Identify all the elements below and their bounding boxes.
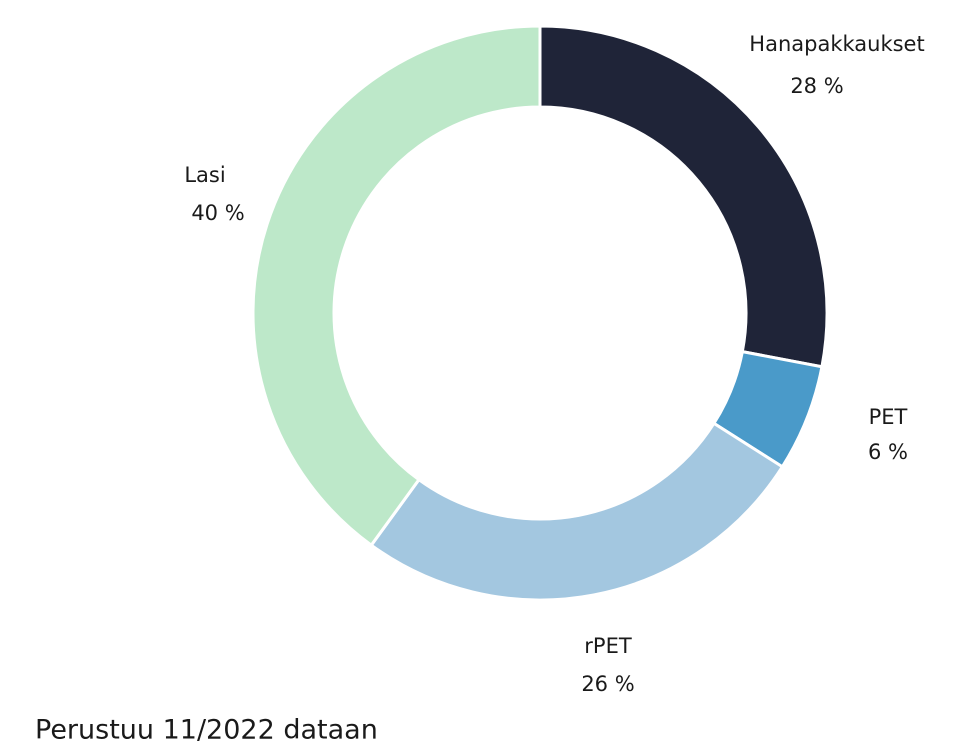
slice-label: rPET bbox=[584, 634, 632, 658]
donut-slice bbox=[251, 24, 542, 548]
slice-label: Lasi bbox=[184, 163, 225, 187]
donut-slice bbox=[538, 24, 829, 369]
value-label: 28 % bbox=[790, 74, 843, 98]
slice-label: Hanapakkaukset bbox=[749, 32, 924, 56]
value-label: 26 % bbox=[581, 672, 634, 696]
footnote: Perustuu 11/2022 dataan bbox=[35, 715, 378, 745]
value-label: 40 % bbox=[191, 201, 244, 225]
donut-slice bbox=[369, 421, 785, 602]
value-label: 6 % bbox=[868, 440, 908, 464]
slice-label: PET bbox=[869, 405, 908, 429]
